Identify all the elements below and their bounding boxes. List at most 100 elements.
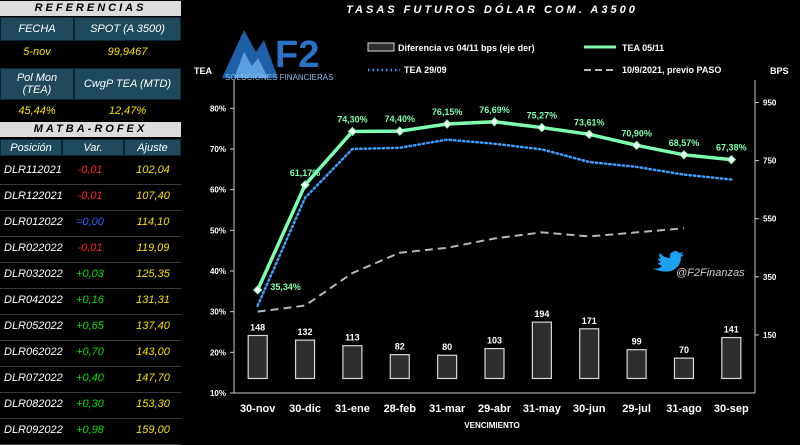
bar [247, 334, 268, 380]
tea0511-data-label: 35,34% [270, 282, 301, 292]
plot-layer: 10% 20% 30% 40% 50% 60% 70% 80% 150 350 550 750 950 3… [210, 80, 777, 415]
ajuste-cell: 107,40 [136, 190, 170, 202]
bar-data-label: 70 [679, 345, 689, 355]
bar-data-label: 141 [724, 325, 739, 335]
table-row: DLR022022 -0,01 119,09 [0, 236, 181, 263]
tea0511-data-label: 75,27% [527, 111, 558, 121]
tea0511-data-label: 70,90% [621, 128, 652, 138]
bar [342, 345, 363, 380]
cwgp-value: 12,47% [108, 105, 147, 117]
col-var: Var. [62, 139, 124, 156]
spot-value: 99,9467 [107, 46, 148, 58]
posicion-cell: DLR122021 [4, 190, 63, 202]
f2-logo: F2 SOLUCIONES FINANCIERAS [222, 30, 333, 82]
tea0511-point [442, 119, 452, 129]
polmon-label: Pol Mon (TEA) [0, 68, 74, 100]
x-tick-label: 30-nov [240, 403, 276, 415]
bar [721, 336, 742, 380]
referencias-header: REFERENCIAS [0, 1, 181, 16]
posicion-cell: DLR022022 [4, 242, 63, 254]
ajuste-cell: 119,09 [136, 242, 170, 254]
table-row: DLR092022 +0,98 159,00 [0, 418, 181, 445]
bar-data-label: 171 [582, 316, 597, 326]
y2-tick-label: 150 [763, 331, 777, 340]
fecha-label: FECHA [0, 17, 74, 41]
col-posicion: Posición [0, 139, 62, 156]
bar [437, 354, 458, 380]
var-cell: =0,00 [76, 216, 104, 228]
var-cell: +0,30 [76, 398, 104, 410]
table-row: DLR042022 +0,16 131,31 [0, 288, 181, 315]
ajuste-cell: 153,30 [136, 398, 170, 410]
posicion-cell: DLR052022 [4, 320, 63, 332]
bar-data-label: 82 [395, 342, 405, 352]
bar [579, 328, 600, 380]
table-row: DLR112021 -0,01 102,04 [0, 158, 181, 185]
x-tick-label: 31-mar [429, 403, 466, 415]
y-tick-label: 40% [210, 267, 226, 276]
bar [673, 357, 695, 380]
tea0511-data-label: 76,69% [479, 105, 510, 115]
paso-series-line [257, 227, 685, 313]
y-axis-label: TEA [194, 66, 213, 76]
ajuste-cell: 131,31 [136, 294, 170, 306]
chart-title: TASAS FUTUROS DÓLAR COM. A3500 [346, 3, 638, 16]
table-row: DLR012022 =0,00 114,10 [0, 210, 181, 237]
legend: Diferencia vs 04/11 bps (eje der) TEA 05… [367, 42, 721, 75]
var-cell: +0,16 [76, 294, 104, 306]
tea0511-point [395, 126, 405, 136]
var-cell: +0,65 [76, 320, 104, 332]
cwgp-label: CwgP TEA (MTD) [74, 68, 181, 100]
y2-axis-label: BPS [770, 66, 789, 76]
tea0511-point [726, 154, 737, 165]
y2-tick-label: 550 [763, 215, 777, 224]
tea0511-point [631, 140, 642, 151]
var-cell: +0,98 [76, 424, 104, 436]
posicion-cell: DLR012022 [4, 216, 63, 228]
x-tick-label: 28-feb [384, 403, 417, 415]
matba-header: MATBA-ROFEX [0, 122, 181, 137]
y-tick-label: 70% [210, 145, 226, 154]
tea0511-point [489, 117, 500, 127]
logo-mountain-icon [222, 30, 278, 78]
polmon-value: 45,44% [18, 105, 56, 117]
bar-data-label: 148 [250, 322, 265, 332]
bar [484, 347, 505, 380]
fecha-value: 5-nov [23, 46, 51, 58]
bar [389, 354, 410, 380]
posicion-cell: DLR112021 [4, 164, 62, 176]
y2-tick-label: 950 [763, 99, 777, 108]
spot-label: SPOT (A 3500) [74, 17, 181, 41]
posicion-cell: DLR042022 [4, 294, 63, 306]
tea0511-point [252, 285, 263, 295]
logo-brand: F2 [275, 34, 319, 76]
var-cell: -0,01 [77, 164, 103, 176]
ajuste-cell: 143,00 [136, 346, 170, 358]
table-row: DLR052022 +0,65 137,40 [0, 314, 181, 341]
twitter-bird-icon [652, 251, 684, 272]
y-tick-label: 30% [210, 308, 226, 317]
x-tick-label: 31-ene [335, 403, 370, 415]
var-cell: -0,01 [77, 242, 103, 254]
table-row: DLR082022 +0,30 153,30 [0, 392, 181, 419]
posicion-cell: DLR082022 [4, 398, 63, 410]
tea0511-data-label: 74,40% [385, 114, 416, 124]
y-tick-label: 80% [210, 104, 226, 113]
legend-tea0511-label: TEA 05/11 [622, 43, 664, 53]
legend-paso-label: 10/9/2021, previo PASO [622, 65, 721, 75]
x-tick-label: 30-sep [714, 403, 749, 415]
bar-data-label: 99 [632, 337, 642, 347]
table-row: DLR062022 +0,70 143,00 [0, 340, 181, 367]
logo-tagline: SOLUCIONES FINANCIERAS [225, 73, 333, 82]
var-cell: +0,03 [76, 268, 104, 280]
y2-tick-label: 750 [763, 157, 777, 166]
ajuste-cell: 137,40 [136, 320, 170, 332]
bar-data-label: 194 [534, 309, 549, 319]
tea0511-data-label: 61,17% [290, 168, 321, 178]
y-tick-label: 20% [210, 348, 226, 357]
tea0511-data-label: 67,38% [716, 143, 747, 153]
col-ajuste: Ajuste [124, 139, 181, 156]
twitter-watermark: @F2Finanzas [652, 251, 745, 279]
tea0511-data-label: 73,61% [574, 117, 605, 127]
legend-bar-swatch [367, 42, 395, 52]
